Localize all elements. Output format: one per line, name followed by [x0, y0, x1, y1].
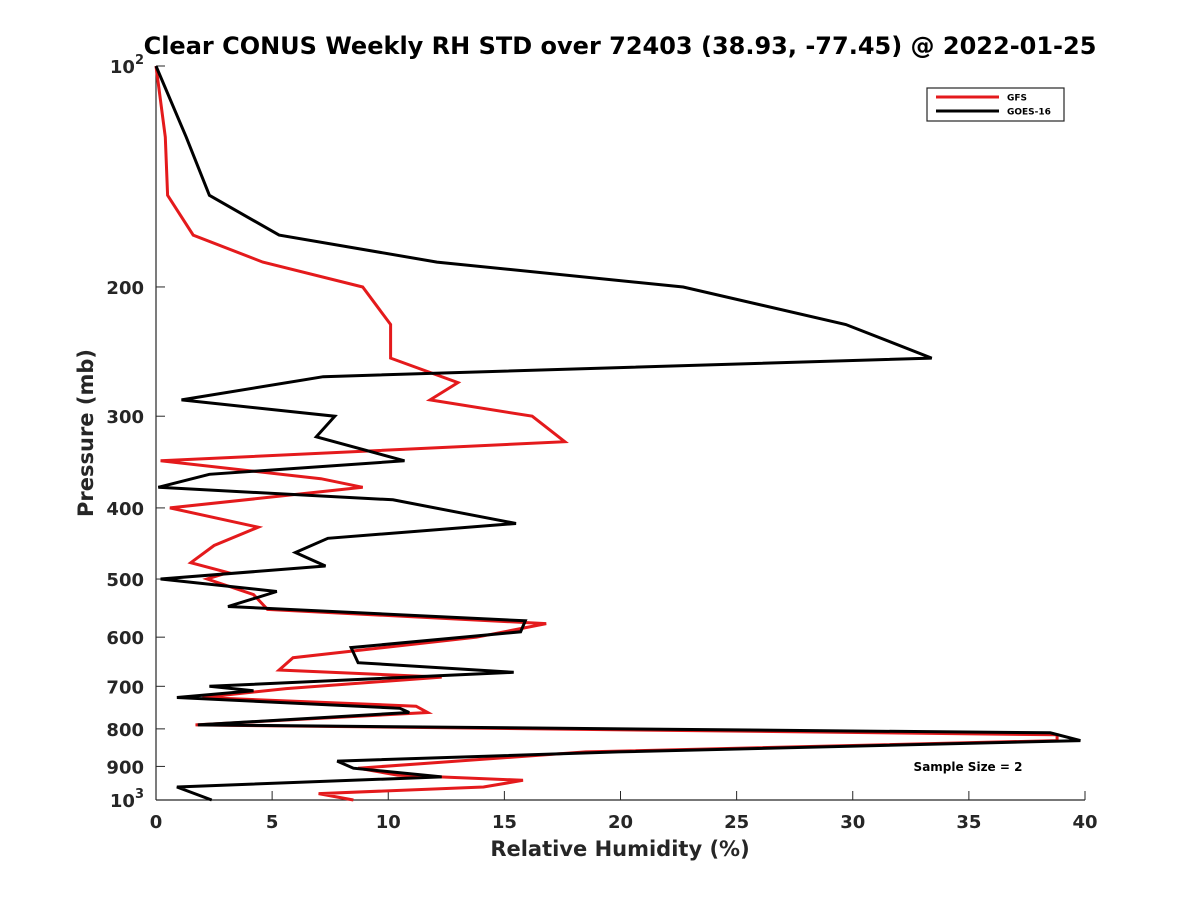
legend-box	[926, 87, 1065, 122]
series-line-goes-16	[154, 65, 1081, 802]
y-tick-label: 103	[110, 787, 144, 812]
y-tick-label: 900	[106, 757, 144, 778]
legend: GFS GOES-16	[926, 87, 1065, 122]
y-tick-label: 700	[106, 677, 144, 698]
y-tick-label: 102	[110, 53, 144, 78]
y-tick-label: 800	[106, 720, 144, 741]
y-tick-label: 600	[106, 628, 144, 649]
chart-title: Clear CONUS Weekly RH STD over 72403 (38…	[144, 32, 1097, 60]
y-tick-label: 200	[106, 278, 144, 299]
plot-area: 0 5 10 15 20 25 30 35 40 102 200 300 400 500 600 700 800…	[106, 53, 1097, 833]
y-tick-label: 300	[106, 407, 144, 428]
x-tick-label: 5	[266, 812, 279, 833]
y-tick-label: 500	[106, 570, 144, 591]
x-tick-label: 25	[724, 812, 749, 833]
y-tick-label: 400	[106, 499, 144, 520]
x-tick-label: 10	[376, 812, 401, 833]
x-tick-label: 20	[608, 812, 633, 833]
x-tick-label: 0	[150, 812, 163, 833]
legend-label-goes-16: GOES-16	[1007, 108, 1051, 118]
x-tick-label: 15	[492, 812, 517, 833]
x-tick-label: 35	[956, 812, 981, 833]
sample-size-annotation: Sample Size = 2	[914, 760, 1023, 774]
legend-label-gfs: GFS	[1007, 94, 1027, 104]
x-tick-label: 40	[1072, 812, 1097, 833]
y-axis-label: Pressure (mb)	[74, 349, 98, 517]
x-axis-label: Relative Humidity (%)	[490, 837, 749, 861]
x-tick-label: 30	[840, 812, 865, 833]
